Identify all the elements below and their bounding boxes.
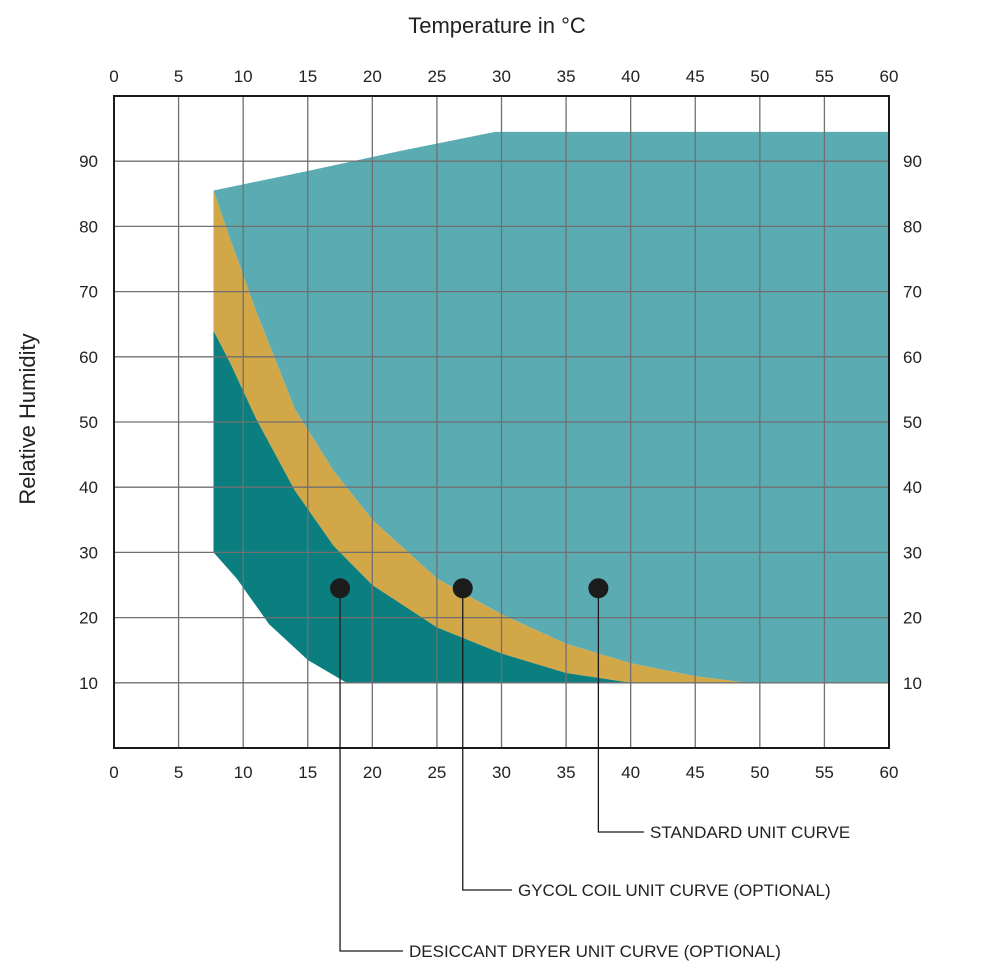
x-tick-bottom-10: 10 (234, 763, 253, 782)
glycol-label: GYCOL COIL UNIT CURVE (OPTIONAL) (518, 881, 831, 900)
glycol-leader-line (462, 588, 512, 891)
x-tick-top-45: 45 (686, 67, 705, 86)
x-tick-top-40: 40 (621, 67, 640, 86)
y-tick-right-60: 60 (903, 348, 922, 367)
callouts-layer: STANDARD UNIT CURVE GYCOL COIL UNIT CURVE… (330, 578, 850, 961)
x-tick-top-10: 10 (234, 67, 253, 86)
x-tick-bottom-5: 5 (174, 763, 183, 782)
y-tick-right-10: 10 (903, 674, 922, 693)
x-tick-top-50: 50 (750, 67, 769, 86)
x-tick-bottom-50: 50 (750, 763, 769, 782)
glycol-marker (452, 578, 473, 599)
y-tick-left-30: 30 (79, 543, 98, 562)
y-tick-right-80: 80 (903, 217, 922, 236)
x-tick-top-35: 35 (557, 67, 576, 86)
x-tick-bottom-30: 30 (492, 763, 511, 782)
x-tick-bottom-0: 0 (109, 763, 118, 782)
y-tick-right-70: 70 (903, 283, 922, 302)
desiccant-label: DESICCANT DRYER UNIT CURVE (OPTIONAL) (409, 942, 781, 961)
y-tick-right-30: 30 (903, 543, 922, 562)
standard-region (213, 131, 889, 683)
x-tick-top-20: 20 (363, 67, 382, 86)
y-tick-left-80: 80 (79, 217, 98, 236)
y-tick-right-40: 40 (903, 478, 922, 497)
x-tick-bottom-45: 45 (686, 763, 705, 782)
y-tick-right-90: 90 (903, 152, 922, 171)
regions-layer (213, 131, 889, 683)
x-tick-top-5: 5 (174, 67, 183, 86)
x-tick-top-15: 15 (298, 67, 317, 86)
chart-title: Temperature in °C (408, 13, 586, 38)
y-tick-left-50: 50 (79, 413, 98, 432)
standard-marker (588, 578, 609, 599)
y-tick-right-20: 20 (903, 609, 922, 628)
y-tick-left-90: 90 (79, 152, 98, 171)
standard-leader-line (597, 588, 644, 833)
desiccant-leader-line (339, 588, 403, 952)
desiccant-marker (330, 578, 351, 599)
y-tick-left-20: 20 (79, 609, 98, 628)
x-tick-top-25: 25 (427, 67, 446, 86)
desiccant-region (213, 330, 631, 683)
y-tick-left-40: 40 (79, 478, 98, 497)
x-tick-bottom-25: 25 (427, 763, 446, 782)
plot-frame (113, 95, 890, 749)
x-tick-bottom-40: 40 (621, 763, 640, 782)
y-axis-title: Relative Humidity (15, 333, 40, 504)
standard-label: STANDARD UNIT CURVE (650, 823, 850, 842)
x-tick-bottom-55: 55 (815, 763, 834, 782)
x-tick-top-55: 55 (815, 67, 834, 86)
tick-labels-layer: 0055101015152020252530303535404045455050… (79, 67, 922, 782)
y-tick-left-70: 70 (79, 283, 98, 302)
y-tick-left-10: 10 (79, 674, 98, 693)
x-tick-top-30: 30 (492, 67, 511, 86)
x-tick-bottom-35: 35 (557, 763, 576, 782)
x-tick-bottom-20: 20 (363, 763, 382, 782)
x-tick-bottom-15: 15 (298, 763, 317, 782)
y-tick-right-50: 50 (903, 413, 922, 432)
x-tick-top-0: 0 (109, 67, 118, 86)
y-tick-left-60: 60 (79, 348, 98, 367)
grid-layer (114, 96, 889, 748)
x-tick-top-60: 60 (880, 67, 899, 86)
x-tick-bottom-60: 60 (880, 763, 899, 782)
